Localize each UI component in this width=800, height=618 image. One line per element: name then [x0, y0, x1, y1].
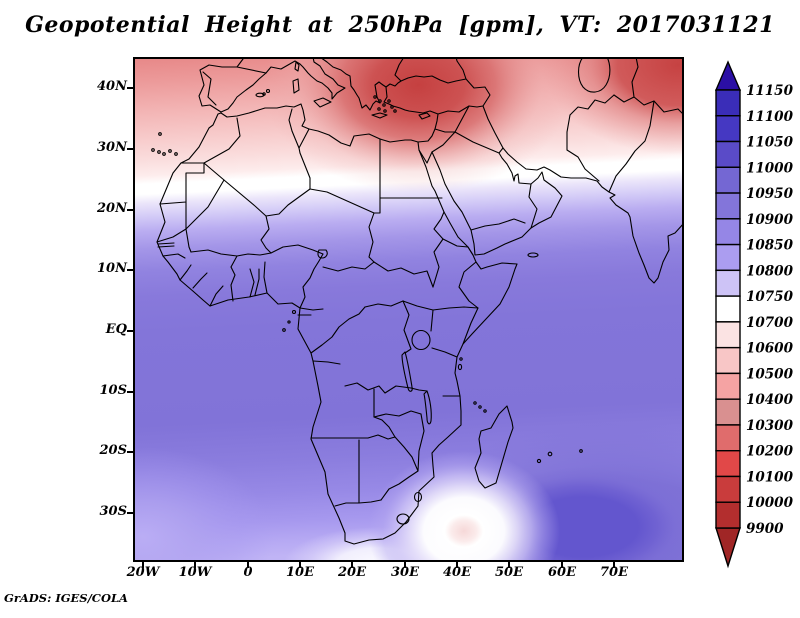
lon-tick-label: 50E	[495, 565, 523, 580]
colorbar-level-label: 10300	[746, 418, 794, 434]
iran-india-coastline	[502, 147, 684, 284]
colorbar-segment	[715, 501, 741, 529]
lat-tick	[127, 451, 133, 453]
contour-field	[133, 57, 684, 562]
colorbar-bottom-arrow	[715, 527, 741, 569]
lat-tick	[127, 330, 133, 332]
colorbar-segment	[715, 269, 741, 297]
grads-credit: GrADS: IGES/COLA	[4, 591, 128, 605]
lon-tick	[299, 562, 301, 568]
lon-tick-label: 40E	[443, 565, 471, 580]
lon-tick	[142, 562, 144, 568]
colorbar-level-label: 10600	[746, 341, 794, 357]
lon-tick-label: 20W	[126, 565, 160, 580]
lat-tick-label: EQ	[105, 322, 127, 337]
lat-tick-label: 10N	[97, 261, 127, 276]
lon-tick	[508, 562, 510, 568]
colorbar-level-label: 10900	[746, 212, 794, 228]
lon-tick	[351, 562, 353, 568]
coastlines-and-borders	[151, 57, 684, 545]
colorbar-segment	[715, 115, 741, 143]
arabia-coastline	[431, 147, 563, 256]
colorbar-segment	[715, 192, 741, 220]
lat-tick	[127, 512, 133, 514]
colorbar-segment	[715, 166, 741, 194]
colorbar-segment	[715, 243, 741, 272]
lon-tick	[456, 562, 458, 568]
lon-tick-label: 0	[243, 565, 253, 580]
colorbar-level-label: 10400	[746, 392, 794, 408]
lon-tick-label: 10E	[286, 565, 314, 580]
colorbar-level-label: 10750	[746, 289, 794, 305]
colorbar-segment	[715, 372, 741, 400]
colorbar-segment	[715, 295, 741, 323]
lat-tick-label: 10S	[99, 383, 127, 398]
map-canvas	[133, 57, 684, 562]
lat-tick-label: 30S	[99, 504, 127, 519]
lon-tick	[194, 562, 196, 568]
colorbar-level-label: 10200	[746, 444, 794, 460]
colorbar-level-label: 9900	[746, 521, 784, 537]
lat-tick	[127, 209, 133, 211]
colorbar-segment	[715, 89, 741, 117]
colorbar-level-label: 11000	[746, 160, 794, 176]
lon-tick	[247, 562, 249, 568]
lat-tick	[127, 391, 133, 393]
colorbar-segment	[715, 475, 741, 503]
figure-title: Geopotential Height at 250hPa [gpm], VT:…	[25, 12, 775, 38]
colorbar-top-arrow	[714, 60, 742, 91]
colorbar-segment	[715, 450, 741, 478]
colorbar-level-label: 10100	[746, 469, 794, 485]
colorbar-level-label: 11150	[746, 83, 794, 99]
colorbar-level-label: 10500	[746, 366, 794, 382]
lon-tick-label: 30E	[391, 565, 419, 580]
lat-tick-label: 30N	[97, 140, 127, 155]
lat-tick-label: 20S	[99, 443, 127, 458]
colorbar-segment	[715, 424, 741, 452]
colorbar: 11150 11100 11050 11000 10950 10900 10850 10800…	[714, 60, 794, 569]
lon-tick	[561, 562, 563, 568]
lon-tick-label: 20E	[338, 565, 366, 580]
lat-tick	[127, 148, 133, 150]
lon-tick	[613, 562, 615, 568]
lon-tick-label: 60E	[548, 565, 576, 580]
colorbar-level-label: 10800	[746, 263, 794, 279]
colorbar-level-label: 11100	[746, 109, 794, 125]
lon-tick	[404, 562, 406, 568]
colorbar-level-label: 11050	[746, 135, 794, 151]
madagascar-coastline	[474, 405, 514, 489]
colorbar-level-label: 10950	[746, 186, 794, 202]
africa-coastline	[156, 103, 518, 545]
colorbar-level-label: 10000	[746, 495, 794, 511]
colorbar-level-label: 10700	[746, 315, 794, 331]
lat-tick-label: 20N	[97, 201, 127, 216]
lon-tick-label: 10W	[178, 565, 212, 580]
colorbar-segment	[715, 321, 741, 349]
colorbar-segment	[715, 346, 741, 375]
colorbar-segment	[715, 398, 741, 426]
colorbar-segment	[715, 218, 741, 246]
lat-tick	[127, 269, 133, 271]
colorbar-segment	[715, 140, 741, 168]
lat-tick	[127, 87, 133, 89]
lat-tick-label: 40N	[97, 79, 127, 94]
colorbar-level-label: 10850	[746, 238, 794, 254]
lon-tick-label: 70E	[600, 565, 628, 580]
